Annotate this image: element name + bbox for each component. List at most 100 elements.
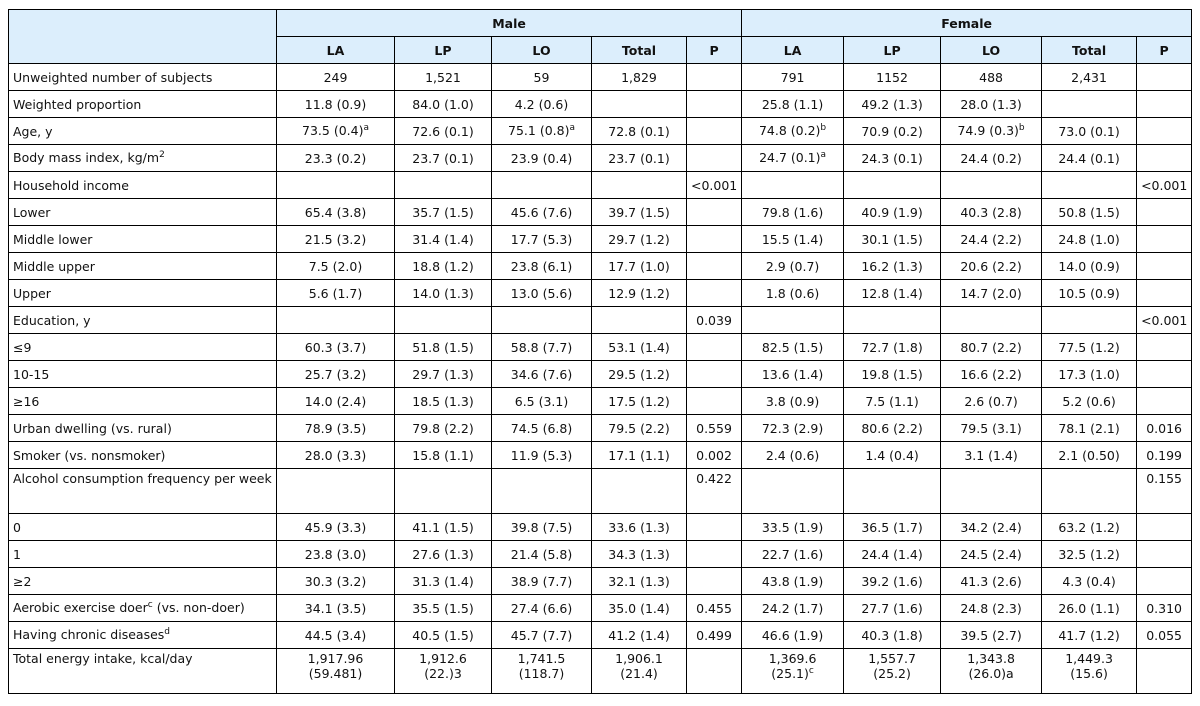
data-cell: 27.4 (6.6) — [491, 594, 592, 622]
data-cell: 1,521 — [394, 63, 492, 91]
data-row: Unweighted number of subjects 249 1,521 59 1… — [8, 63, 1193, 91]
data-cell: 36.5 (1.7) — [843, 513, 942, 541]
data-row: Lower 65.4 (3.8) 35.7 (1.5) 45.6 (7.6) 39.7 … — [8, 198, 1193, 226]
data-cell — [685, 144, 743, 172]
row-label: Having chronic diseasesd — [8, 621, 277, 649]
data-cell: 22.7 (1.6) — [741, 540, 845, 568]
data-cell: 24.4 (2.2) — [940, 225, 1043, 253]
data-cell — [1136, 279, 1193, 307]
data-cell: 73.5 (0.4)a — [276, 117, 395, 145]
data-cell: 77.5 (1.2) — [1041, 333, 1138, 361]
data-cell — [394, 306, 492, 334]
data-cell: 25.8 (1.1) — [741, 90, 845, 118]
data-cell: 0.199 — [1136, 441, 1193, 469]
group-header: Female — [741, 9, 1193, 37]
data-cell: 20.6 (2.2) — [940, 252, 1043, 280]
data-cell: 65.4 (3.8) — [276, 198, 395, 226]
row-label: Weighted proportion — [8, 90, 277, 118]
row-label: Urban dwelling (vs. rural) — [8, 414, 277, 442]
data-cell — [685, 117, 743, 145]
data-cell — [741, 468, 845, 514]
column-header: P — [1136, 36, 1193, 64]
data-cell: 10.5 (0.9) — [1041, 279, 1138, 307]
data-cell — [685, 360, 743, 388]
data-cell: 17.7 (1.0) — [591, 252, 687, 280]
data-cell: 18.5 (1.3) — [394, 387, 492, 415]
row-label: Middle upper — [8, 252, 277, 280]
data-cell: 24.7 (0.1)a — [741, 144, 845, 172]
data-cell: 23.7 (0.1) — [394, 144, 492, 172]
data-cell: 12.9 (1.2) — [591, 279, 687, 307]
data-row: Having chronic diseasesd 44.5 (3.4) 40.5 (… — [8, 621, 1193, 649]
data-cell: 63.2 (1.2) — [1041, 513, 1138, 541]
data-cell: 24.3 (0.1) — [843, 144, 942, 172]
data-cell: 34.1 (3.5) — [276, 594, 395, 622]
data-cell: 15.5 (1.4) — [741, 225, 845, 253]
data-cell: 78.9 (3.5) — [276, 414, 395, 442]
cell-text: 74.9 (0.3) — [957, 123, 1019, 139]
data-cell: 24.4 (0.2) — [940, 144, 1043, 172]
superscript: c — [808, 666, 814, 676]
row-label: 1 — [8, 540, 277, 568]
data-row: Alcohol consumption frequency per week 0.… — [8, 468, 1193, 514]
data-cell: 24.2 (1.7) — [741, 594, 845, 622]
header-row: Male Female — [8, 9, 1193, 64]
data-cell: 21.4 (5.8) — [491, 540, 592, 568]
data-cell: 1,369.6 (25.1)c — [741, 648, 845, 694]
data-cell: 0.559 — [685, 414, 743, 442]
data-cell — [685, 540, 743, 568]
cell-text: Aerobic exercise doer — [13, 600, 148, 616]
data-cell: 31.3 (1.4) — [394, 567, 492, 595]
data-cell: 27.7 (1.6) — [843, 594, 942, 622]
data-cell: 80.7 (2.2) — [940, 333, 1043, 361]
data-cell: 2,431 — [1041, 63, 1138, 91]
data-cell: 24.5 (2.4) — [940, 540, 1043, 568]
data-cell: 40.9 (1.9) — [843, 198, 942, 226]
data-cell — [1136, 387, 1193, 415]
data-row: ≥2 30.3 (3.2) 31.3 (1.4) 38.9 (7.7) 32.1 (1.… — [8, 567, 1193, 595]
data-cell — [685, 90, 743, 118]
column-header: LO — [940, 36, 1043, 64]
cell-text: Having chronic diseases — [13, 627, 165, 643]
data-cell: 6.5 (3.1) — [491, 387, 592, 415]
superscript: d — [164, 627, 171, 638]
data-cell: 74.5 (6.8) — [491, 414, 592, 442]
data-cell: 1,906.1 (21.4) — [591, 648, 687, 694]
data-cell: 75.1 (0.8)a — [491, 117, 592, 145]
data-cell — [685, 513, 743, 541]
data-cell: 12.8 (1.4) — [843, 279, 942, 307]
data-cell: 13.6 (1.4) — [741, 360, 845, 388]
data-cell: 70.9 (0.2) — [843, 117, 942, 145]
data-cell: 15.8 (1.1) — [394, 441, 492, 469]
data-cell: <0.001 — [1136, 306, 1193, 334]
data-cell: 3.1 (1.4) — [940, 441, 1043, 469]
data-cell — [685, 63, 743, 91]
data-cell — [491, 306, 592, 334]
data-cell — [741, 171, 845, 199]
data-cell: 33.5 (1.9) — [741, 513, 845, 541]
data-cell: 1.8 (0.6) — [741, 279, 845, 307]
superscript: a — [363, 123, 369, 134]
data-cell: 41.1 (1.5) — [394, 513, 492, 541]
data-cell: 32.1 (1.3) — [591, 567, 687, 595]
data-row: Household income <0.001 <0.001 — [8, 171, 1193, 199]
data-cell — [394, 468, 492, 514]
data-row: Education, y 0.039 <0.001 — [8, 306, 1193, 334]
cell-text: 75.1 (0.8) — [508, 123, 570, 139]
data-cell: 0.039 — [685, 306, 743, 334]
data-cell — [940, 306, 1043, 334]
data-cell: 17.7 (5.3) — [491, 225, 592, 253]
superscript: a — [820, 150, 827, 161]
cell-text: 74.8 (0.2) — [758, 123, 821, 139]
superscript: 2 — [159, 150, 165, 161]
data-cell: 29.7 (1.3) — [394, 360, 492, 388]
row-label: 10-15 — [8, 360, 277, 388]
data-cell: 25.7 (3.2) — [276, 360, 395, 388]
data-cell — [1041, 90, 1138, 118]
data-cell: 74.9 (0.3)b — [940, 117, 1043, 145]
data-cell — [1041, 468, 1138, 514]
data-cell: 30.3 (3.2) — [276, 567, 395, 595]
data-cell: 26.0 (1.1) — [1041, 594, 1138, 622]
data-cell: 72.6 (0.1) — [394, 117, 492, 145]
column-header: LP — [843, 36, 942, 64]
